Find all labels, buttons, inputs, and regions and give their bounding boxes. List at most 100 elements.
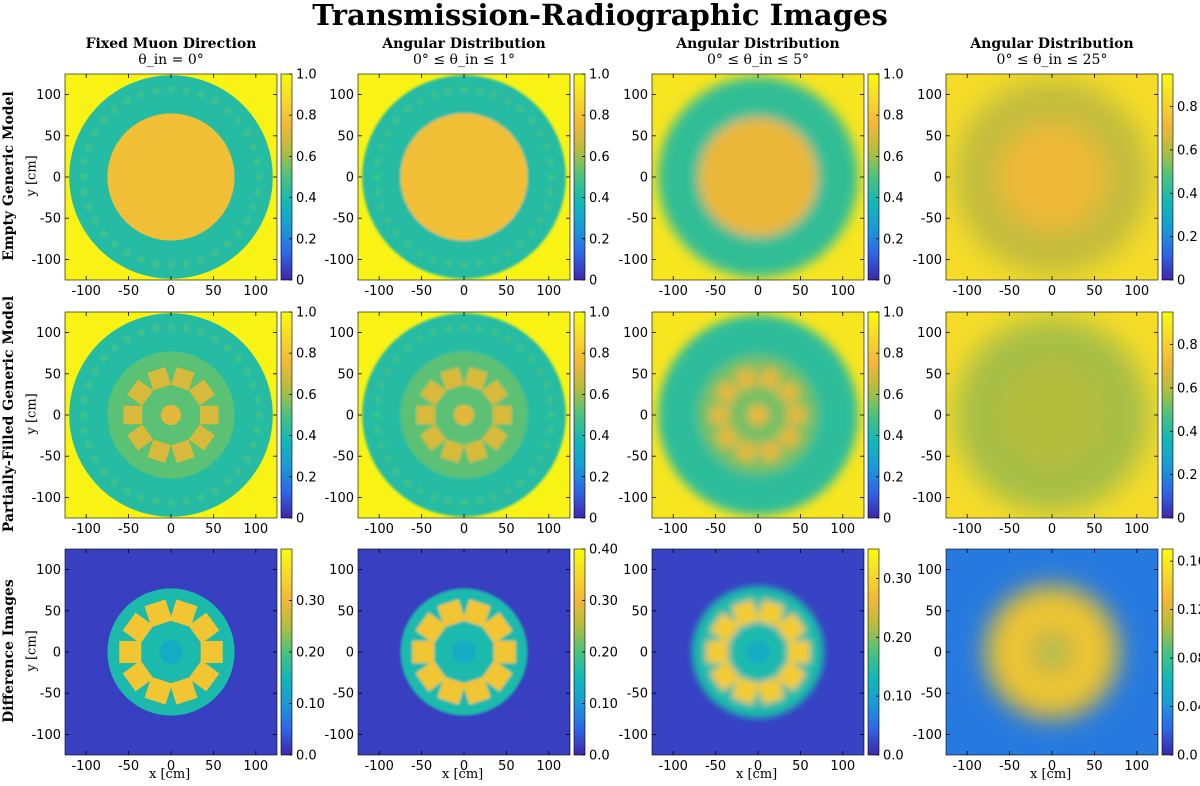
fuel-block [734, 366, 758, 391]
difference-block [1081, 640, 1104, 664]
fuel-block [420, 424, 447, 451]
column-condition: 0° ≤ θ_in ≤ 25° [996, 52, 1108, 68]
ring-dot [542, 143, 551, 151]
ring-dot [223, 240, 232, 249]
ring-dot [373, 157, 382, 166]
ring-dot [475, 497, 484, 506]
ring-dot [137, 255, 145, 264]
ring-dot [253, 188, 262, 197]
ring-dot [223, 343, 232, 352]
colorbar-tick-label: 0.2 [589, 232, 610, 247]
ring-dot [460, 498, 468, 507]
x-tick-label: -50 [999, 759, 1020, 774]
x-axis-label: x [cm] [442, 767, 484, 782]
y-tick-label: -100 [31, 728, 61, 743]
colorbar-tick-label: 0.6 [296, 150, 317, 165]
x-tick-label: 100 [830, 522, 855, 537]
colorbar-tick-label: 0.4 [296, 191, 317, 206]
y-tick-label: 0 [934, 171, 942, 186]
difference-block [1025, 676, 1054, 705]
x-tick-label: 0 [460, 522, 468, 537]
ring-dot [504, 97, 512, 105]
colorbar-tick-label: 0 [1177, 274, 1185, 289]
difference-block [122, 660, 154, 692]
ring-dot [182, 86, 191, 95]
y-tick-label: 50 [925, 129, 942, 144]
y-tick-label: -100 [618, 253, 648, 268]
colorbar-tick-label: 0.2 [296, 470, 317, 485]
center-spot [453, 404, 475, 426]
y-tick-label: -50 [333, 450, 354, 465]
x-tick-label: -100 [364, 522, 394, 537]
y-tick-label: 50 [337, 367, 354, 382]
y-axis-label: y [cm] [24, 155, 40, 197]
ring-dot [504, 487, 512, 495]
colorbar-tick-label: 0.12 [1177, 603, 1200, 618]
ring-dot [475, 324, 484, 333]
ring-dot [80, 395, 89, 404]
x-tick-label: 50 [498, 759, 515, 774]
ring-dot [546, 426, 555, 435]
ring-dot [223, 478, 232, 487]
ring-dot [516, 478, 525, 487]
colorbar-tick-label: 0.2 [1177, 230, 1198, 245]
colorbar-tick-label: 0.20 [589, 646, 618, 661]
colorbar-tick-label: 0.20 [883, 631, 912, 646]
y-tick-label: 50 [44, 129, 61, 144]
ring-dot [444, 497, 453, 506]
y-tick-label: 50 [631, 604, 648, 619]
ring-dot [392, 116, 401, 125]
colorbar-tick-label: 0.40 [589, 543, 618, 558]
inner-disk [996, 121, 1108, 233]
ring-dot [234, 229, 243, 238]
y-tick-label: -50 [333, 687, 354, 702]
ring-dot [84, 381, 93, 389]
fuel-block [440, 439, 464, 464]
column-heading: Angular Distribution [382, 36, 546, 52]
difference-block [200, 640, 223, 664]
center-spot [160, 404, 182, 426]
ring-dot [151, 86, 160, 95]
y-tick-label: 50 [631, 129, 648, 144]
ring-dot [384, 129, 392, 137]
ring-dot [373, 188, 382, 197]
x-tick-label: 100 [243, 284, 268, 299]
ring-dot [504, 335, 512, 343]
difference-block [481, 612, 513, 644]
colorbar-tick-label: 0.8 [296, 109, 317, 124]
colorbar-tick-label: 1.0 [296, 306, 317, 321]
y-tick-label: 50 [44, 604, 61, 619]
ring-dot [253, 395, 262, 404]
ring-dot [373, 395, 382, 404]
ring-dot [416, 249, 424, 257]
ring-dot [547, 411, 556, 419]
difference-block [188, 612, 220, 644]
fuel-block [710, 405, 730, 425]
x-tick-label: 0 [1048, 284, 1056, 299]
figure-title: Transmission-Radiographic Images [312, 0, 888, 32]
ring-dot [123, 249, 131, 257]
colorbar-tick-label: 0.2 [1177, 468, 1198, 483]
ring-dot [151, 259, 160, 268]
column-title-3: Angular Distribution 0° ≤ θ_in ≤ 25° [932, 36, 1172, 68]
difference-block [787, 640, 810, 664]
y-tick-label: -50 [921, 450, 942, 465]
difference-block [756, 676, 785, 705]
center-hole [159, 640, 183, 664]
x-tick-label: -100 [952, 284, 982, 299]
ring-dot [80, 188, 89, 197]
y-tick-label: 50 [44, 367, 61, 382]
ring-dot [460, 260, 468, 269]
y-tick-label: 100 [36, 326, 61, 341]
heatmap-panel-r1-c3: -100 -50 0 50 100 100 50 0 -50 -100 0.8 0.6 0.4 0.2 0 [912, 311, 1198, 537]
fuel-block [420, 379, 447, 406]
x-tick-label: 0 [754, 284, 762, 299]
ring-dot [243, 367, 251, 375]
x-tick-label: 0 [754, 759, 762, 774]
difference-block [481, 660, 513, 692]
ring-dot [536, 367, 544, 375]
y-tick-label: -50 [627, 212, 648, 227]
difference-block [169, 676, 198, 705]
difference-block [437, 676, 466, 705]
fuel-block [758, 439, 782, 464]
